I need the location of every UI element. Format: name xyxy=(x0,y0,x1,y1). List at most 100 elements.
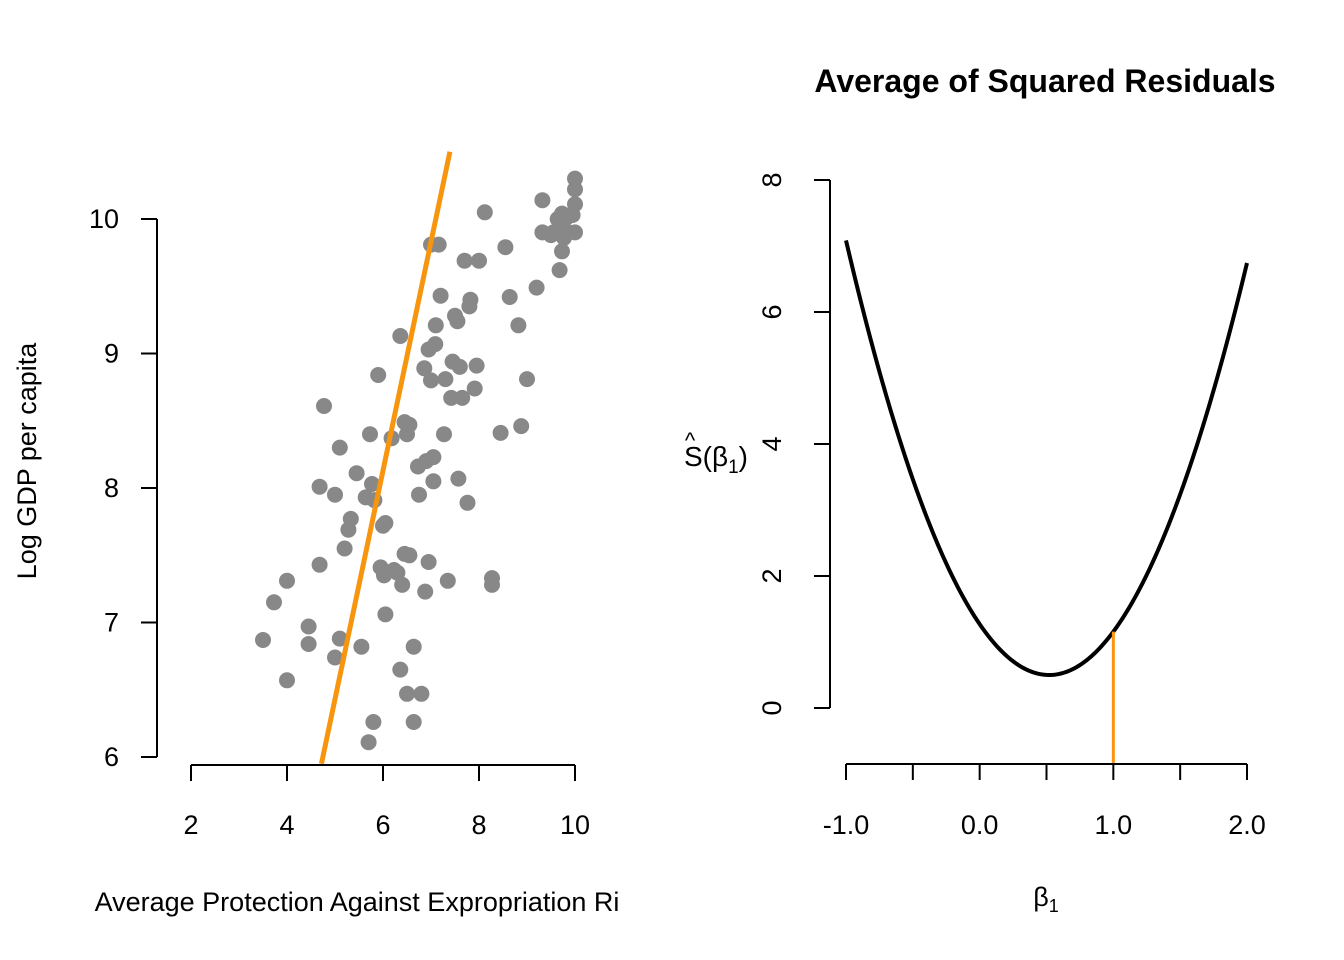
scatter-point xyxy=(279,572,295,589)
scatter-point xyxy=(554,243,570,260)
scatter-point xyxy=(377,515,394,531)
scatter-point xyxy=(401,416,418,433)
scatter-point xyxy=(425,473,442,490)
scatter-point xyxy=(300,636,317,652)
residuals-panel: Average of Squared Residuals -1.0 0.0 1.0 2… xyxy=(684,63,1276,916)
scatter-point xyxy=(459,494,476,511)
residuals-y-axis: 0 2 4 6 8 xyxy=(757,172,831,716)
residuals-y-tick-label: 2 xyxy=(757,568,787,583)
scatter-point xyxy=(528,279,545,296)
scatter-point xyxy=(336,540,353,557)
scatter-point xyxy=(364,476,380,492)
scatter-point xyxy=(389,564,406,581)
regression-fit-line xyxy=(319,151,453,765)
residuals-y-tick-label: 0 xyxy=(757,700,787,715)
scatter-x-tick-label: 2 xyxy=(183,810,198,840)
residuals-x-tick-label: 2.0 xyxy=(1228,810,1266,840)
scatter-point xyxy=(411,486,427,503)
scatter-point xyxy=(392,661,409,678)
scatter-y-tick-label: 8 xyxy=(104,473,119,503)
scatter-point xyxy=(449,313,466,330)
scatter-point xyxy=(456,252,473,269)
scatter-point xyxy=(405,638,422,655)
scatter-point xyxy=(416,360,433,377)
residuals-y-tick-label: 4 xyxy=(757,436,787,451)
scatter-y-axis-label: Log GDP per capita xyxy=(12,342,42,580)
scatter-point xyxy=(394,576,411,593)
scatter-y-tick-label: 10 xyxy=(89,204,119,234)
scatter-point xyxy=(377,606,394,623)
scatter-point xyxy=(567,181,583,198)
scatter-point xyxy=(342,510,359,527)
scatter-y-tick-label: 7 xyxy=(104,608,119,638)
scatter-point xyxy=(551,262,568,279)
scatter-point xyxy=(510,317,527,334)
scatter-x-axis-label: Average Protection Against Expropriation… xyxy=(95,887,620,917)
scatter-point xyxy=(353,638,370,655)
scatter-point xyxy=(360,734,377,751)
scatter-point xyxy=(405,714,422,730)
scatter-x-tick-label: 8 xyxy=(471,810,486,840)
scatter-point xyxy=(567,196,583,213)
scatter-point xyxy=(436,426,452,443)
scatter-point xyxy=(401,547,418,564)
scatter-point xyxy=(437,371,454,388)
scatter-point xyxy=(425,449,442,466)
scatter-point xyxy=(466,380,483,397)
scatter-point xyxy=(450,470,467,487)
scatter-point xyxy=(501,289,518,305)
scatter-point xyxy=(423,372,439,389)
scatter-point xyxy=(300,618,317,635)
scatter-points xyxy=(255,170,583,751)
scatter-x-tick-label: 4 xyxy=(279,810,294,840)
scatter-point xyxy=(370,367,387,383)
residuals-x-tick-label: -1.0 xyxy=(823,810,870,840)
scatter-point xyxy=(420,554,437,570)
residuals-y-tick-label: 8 xyxy=(757,172,787,187)
scatter-point xyxy=(484,570,500,587)
scatter-point xyxy=(316,398,332,414)
scatter-y-tick-label: 9 xyxy=(104,339,119,369)
scatter-point xyxy=(567,224,583,241)
scatter-point xyxy=(413,685,430,702)
scatter-point xyxy=(417,583,434,600)
scatter-point xyxy=(348,465,365,482)
scatter-point xyxy=(468,357,485,374)
residuals-x-tick-label: 0.0 xyxy=(961,810,999,840)
scatter-point xyxy=(513,418,530,435)
scatter-point xyxy=(497,239,514,256)
scatter-point xyxy=(476,204,493,221)
scatter-point xyxy=(279,672,295,689)
scatter-x-tick-label: 10 xyxy=(560,810,590,840)
scatter-point xyxy=(311,556,328,573)
squared-residuals-curve xyxy=(844,239,1249,678)
residuals-x-axis-label: β1 xyxy=(1033,882,1059,916)
scatter-point xyxy=(492,424,509,441)
residuals-y-tick-label: 6 xyxy=(757,304,787,319)
scatter-y-axis: 6 7 8 9 10 xyxy=(89,204,158,772)
scatter-point xyxy=(331,630,348,647)
residuals-y-axis-label: S(β1) ^ xyxy=(684,428,748,478)
scatter-point xyxy=(430,236,447,253)
scatter-point xyxy=(471,252,487,269)
scatter-point xyxy=(534,192,551,209)
scatter-point xyxy=(327,486,343,503)
scatter-point xyxy=(331,439,348,456)
residuals-chart-title: Average of Squared Residuals xyxy=(814,63,1275,99)
scatter-x-axis: 2 4 6 8 10 xyxy=(183,764,590,840)
scatter-panel: 2 4 6 8 10 6 7 8 9 10 Average Protection Against… xyxy=(12,151,620,917)
scatter-point xyxy=(439,572,456,589)
scatter-point xyxy=(327,649,343,666)
scatter-point xyxy=(365,714,382,730)
scatter-point xyxy=(362,426,378,443)
scatter-point xyxy=(427,336,444,353)
scatter-point xyxy=(462,291,479,308)
scatter-y-tick-label: 6 xyxy=(104,742,119,772)
residuals-x-tick-label: 1.0 xyxy=(1095,810,1133,840)
scatter-point xyxy=(427,317,444,334)
scatter-point xyxy=(519,371,535,388)
scatter-point xyxy=(432,287,449,304)
scatter-point xyxy=(454,389,471,406)
scatter-point xyxy=(311,478,328,495)
